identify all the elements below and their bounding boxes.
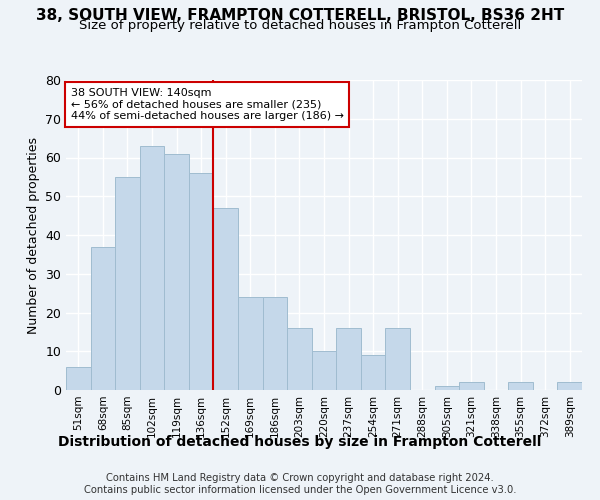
Bar	[287, 328, 312, 390]
Bar	[140, 146, 164, 390]
Bar	[557, 382, 582, 390]
Text: Contains HM Land Registry data © Crown copyright and database right 2024.
Contai: Contains HM Land Registry data © Crown c…	[84, 474, 516, 495]
Text: Size of property relative to detached houses in Frampton Cotterell: Size of property relative to detached ho…	[79, 19, 521, 32]
Bar	[189, 173, 214, 390]
Bar	[164, 154, 189, 390]
Bar	[508, 382, 533, 390]
Text: 38, SOUTH VIEW, FRAMPTON COTTERELL, BRISTOL, BS36 2HT: 38, SOUTH VIEW, FRAMPTON COTTERELL, BRIS…	[36, 8, 564, 22]
Bar	[66, 367, 91, 390]
Bar	[385, 328, 410, 390]
Bar	[312, 351, 336, 390]
Bar	[459, 382, 484, 390]
Bar	[115, 177, 140, 390]
Y-axis label: Number of detached properties: Number of detached properties	[26, 136, 40, 334]
Bar	[336, 328, 361, 390]
Bar	[263, 297, 287, 390]
Bar	[434, 386, 459, 390]
Text: Distribution of detached houses by size in Frampton Cotterell: Distribution of detached houses by size …	[58, 435, 542, 449]
Bar	[214, 208, 238, 390]
Bar	[361, 355, 385, 390]
Bar	[91, 246, 115, 390]
Text: 38 SOUTH VIEW: 140sqm
← 56% of detached houses are smaller (235)
44% of semi-det: 38 SOUTH VIEW: 140sqm ← 56% of detached …	[71, 88, 344, 121]
Bar	[238, 297, 263, 390]
